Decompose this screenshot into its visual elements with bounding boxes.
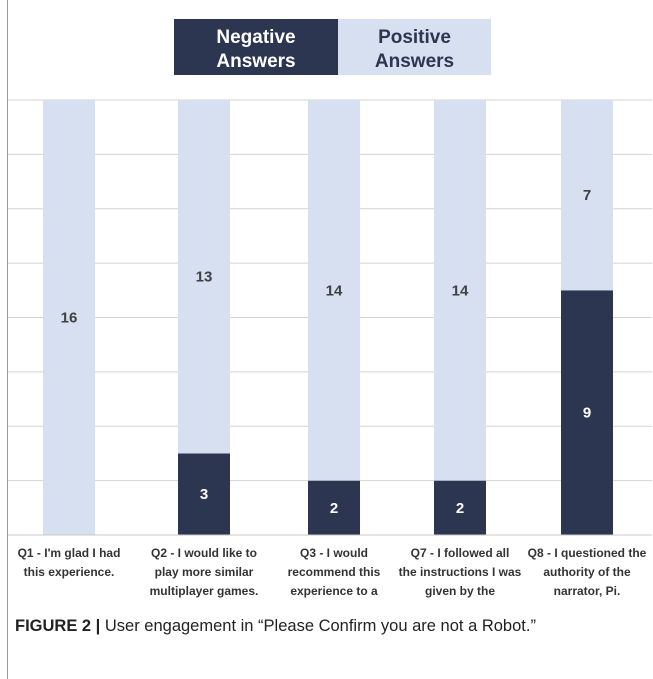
bar-positive-2 xyxy=(178,100,230,454)
bars xyxy=(43,100,613,535)
bar-negative-3 xyxy=(308,480,360,535)
legend-swatch-positive xyxy=(338,19,491,75)
bar-negative-4 xyxy=(434,480,486,535)
data-labels: 16 3 13 2 14 2 14 9 7 xyxy=(61,187,592,517)
figure-caption: FIGURE 2 | User engagement in “Please Co… xyxy=(15,617,536,636)
category-label: Q2 - I would like to play more similar mul… xyxy=(150,546,259,598)
category-label: Q3 - I would recommend this experience to … xyxy=(288,546,381,600)
figure-label: FIGURE 2 | xyxy=(15,617,101,635)
bar-negative-5 xyxy=(561,290,613,535)
bar-positive-1 xyxy=(43,100,95,535)
bar-positive-4 xyxy=(434,100,486,481)
data-label: 14 xyxy=(452,282,469,299)
data-label: 2 xyxy=(330,500,338,517)
figure-frame xyxy=(7,0,653,679)
bar-positive-3 xyxy=(308,100,360,481)
caption-text: User engagement in “Please Confirm you a… xyxy=(100,617,536,635)
legend-label: Positive Answers xyxy=(375,27,454,72)
data-label: 13 xyxy=(196,269,213,286)
category-labels: Q1 - I'm glad I had this experience. Q2 - … xyxy=(18,546,647,600)
data-label: 9 xyxy=(583,405,591,422)
data-label: 3 xyxy=(200,486,208,503)
data-label: 14 xyxy=(326,282,343,299)
data-label: 7 xyxy=(583,187,591,204)
bar-negative-2 xyxy=(178,453,230,535)
data-label: 16 xyxy=(61,310,78,327)
legend: Negative Answers Positive Answers xyxy=(174,19,491,75)
legend-swatch-negative xyxy=(174,19,338,75)
stacked-bar-chart: 16 3 13 2 14 2 14 9 7 Q1 - I'm glad I had this exp… xyxy=(8,19,652,600)
bar-positive-5 xyxy=(561,100,613,291)
legend-label: Negative Answers xyxy=(216,27,295,72)
category-label: Q8 - I questioned the authority of the nar… xyxy=(528,546,647,598)
category-label: Q7 - I followed all the instructions I wa… xyxy=(399,546,522,600)
category-label: Q1 - I'm glad I had this experience. xyxy=(18,546,121,579)
data-label: 2 xyxy=(456,500,464,517)
